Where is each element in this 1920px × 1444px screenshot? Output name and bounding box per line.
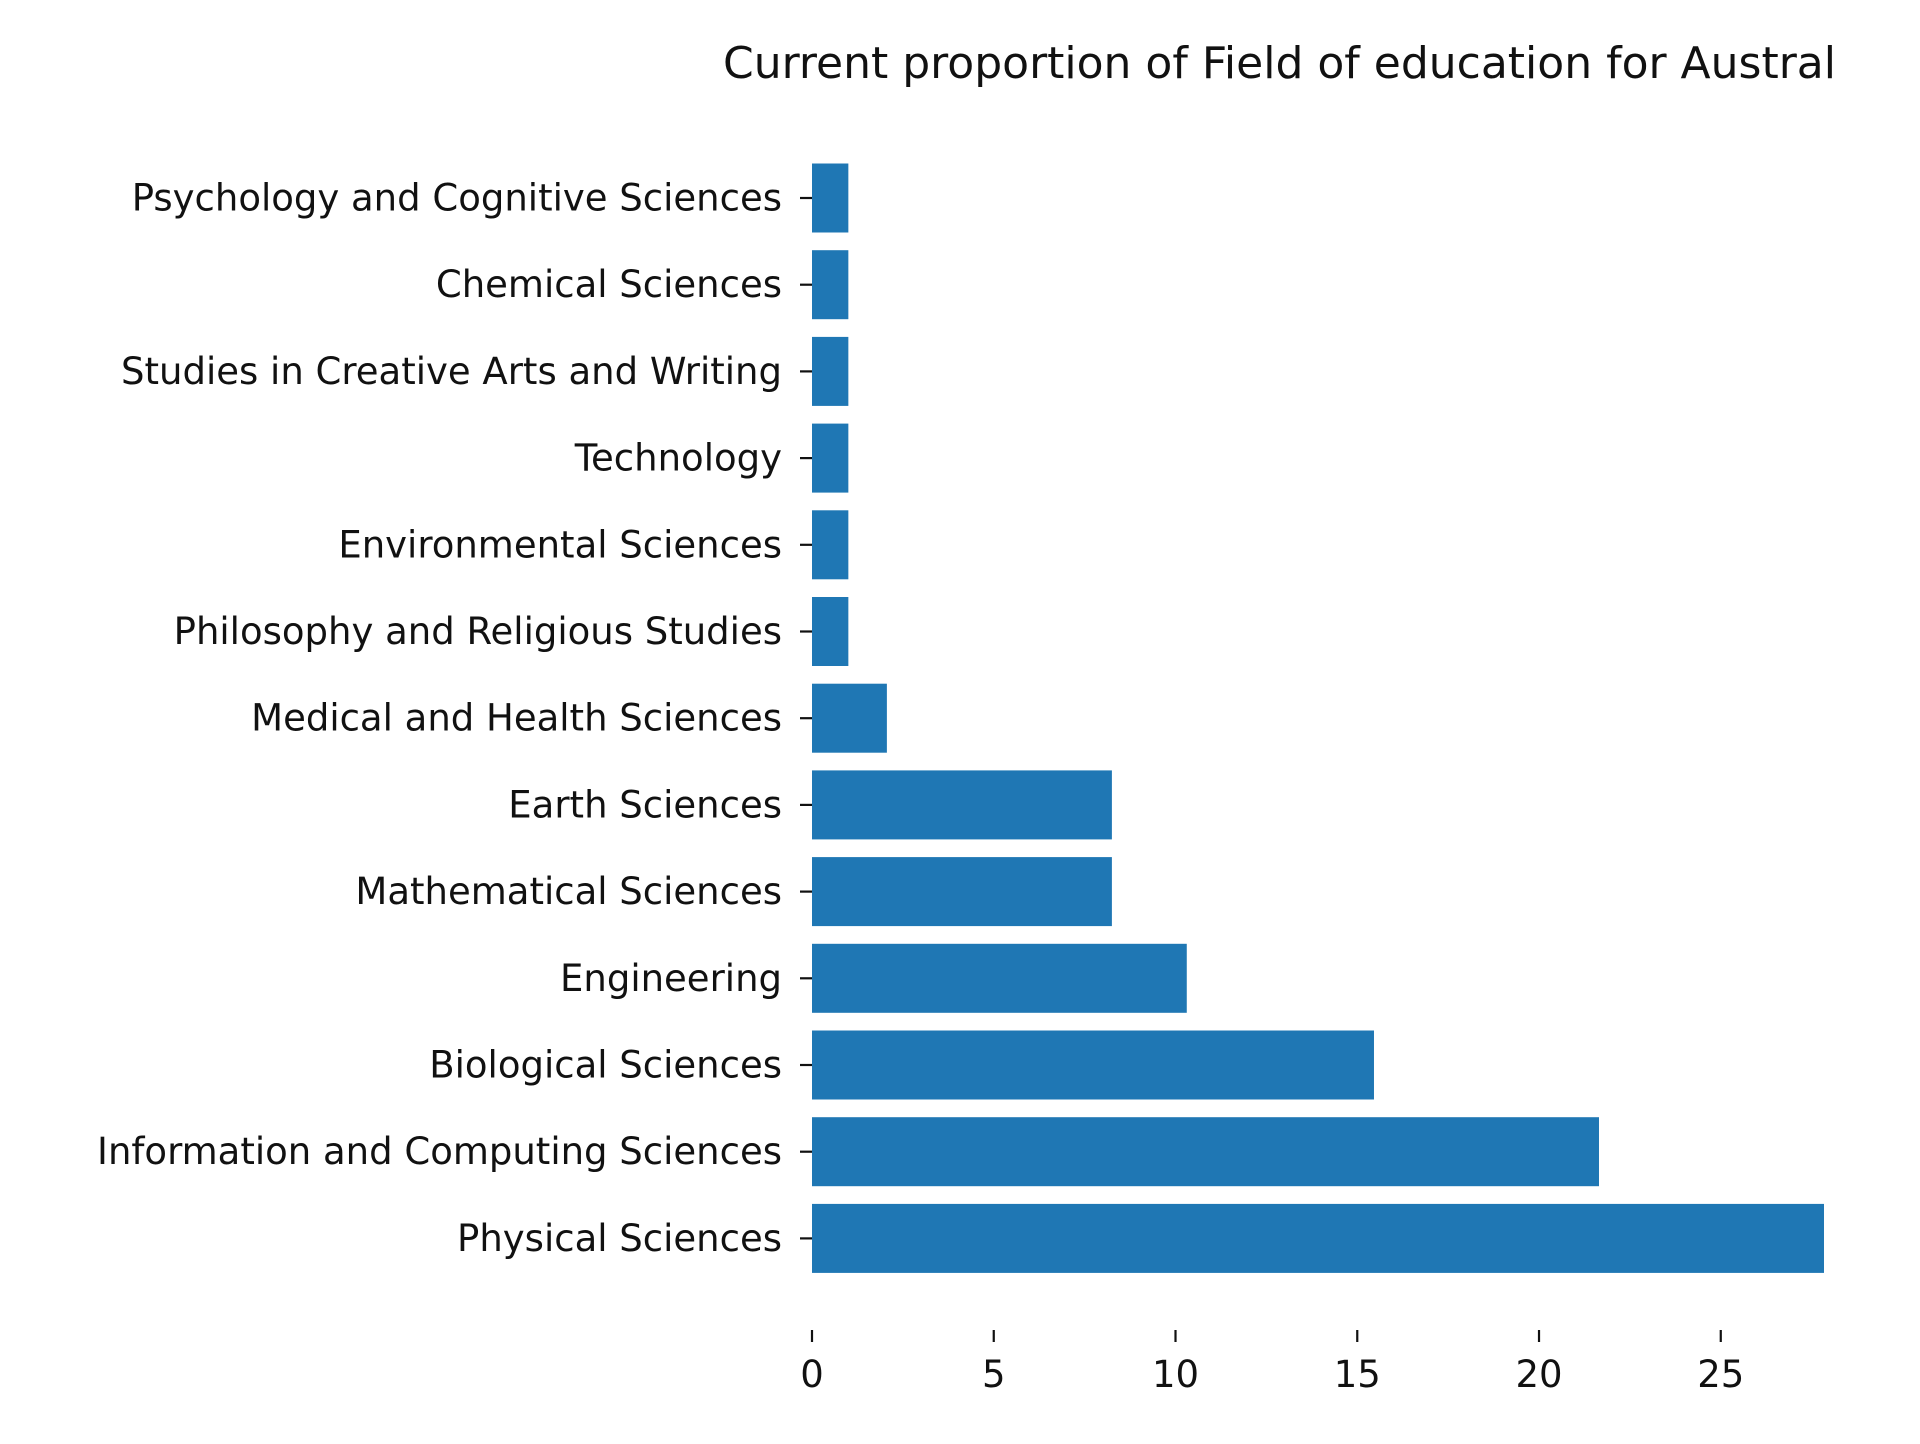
y-tick-label: Biological Sciences bbox=[429, 1044, 782, 1087]
y-tick-label: Studies in Creative Arts and Writing bbox=[121, 350, 782, 393]
y-tick-label: Physical Sciences bbox=[457, 1217, 782, 1260]
y-tick-label: Engineering bbox=[560, 957, 782, 1000]
bar bbox=[812, 770, 1112, 840]
bar bbox=[812, 423, 849, 493]
y-tick-label: Technology bbox=[574, 437, 782, 480]
y-tick-label: Psychology and Cognitive Sciences bbox=[132, 177, 782, 220]
y-tick-label: Medical and Health Sciences bbox=[251, 697, 782, 740]
bar bbox=[812, 163, 849, 233]
x-tick-label: 25 bbox=[1697, 1353, 1744, 1396]
y-tick-label: Information and Computing Sciences bbox=[97, 1130, 782, 1173]
bars-group bbox=[812, 163, 1824, 1273]
y-tick-label: Environmental Sciences bbox=[338, 523, 782, 566]
bar bbox=[812, 943, 1187, 1013]
bar bbox=[812, 250, 849, 320]
y-tick-label: Earth Sciences bbox=[508, 783, 782, 826]
y-tick-label: Mathematical Sciences bbox=[355, 870, 782, 913]
bar bbox=[812, 336, 849, 406]
y-tick-label: Chemical Sciences bbox=[436, 263, 782, 306]
bar bbox=[812, 1030, 1374, 1100]
bar bbox=[812, 1203, 1824, 1273]
y-axis: Psychology and Cognitive Sciences Chemica… bbox=[97, 177, 812, 1260]
x-tick-label: 20 bbox=[1515, 1353, 1562, 1396]
bar bbox=[812, 857, 1112, 927]
x-tick-label: 5 bbox=[982, 1353, 1006, 1396]
bar bbox=[812, 1117, 1599, 1187]
bar bbox=[812, 683, 887, 753]
x-axis: 0 5 10 15 20 25 bbox=[800, 1330, 1744, 1396]
bar bbox=[812, 510, 849, 580]
x-tick-label: 15 bbox=[1334, 1353, 1381, 1396]
chart-title: Current proportion of Field of education… bbox=[723, 38, 1836, 89]
x-tick-label: 10 bbox=[1152, 1353, 1199, 1396]
x-tick-label: 0 bbox=[800, 1353, 824, 1396]
bar bbox=[812, 597, 849, 666]
y-tick-label: Philosophy and Religious Studies bbox=[174, 610, 782, 653]
